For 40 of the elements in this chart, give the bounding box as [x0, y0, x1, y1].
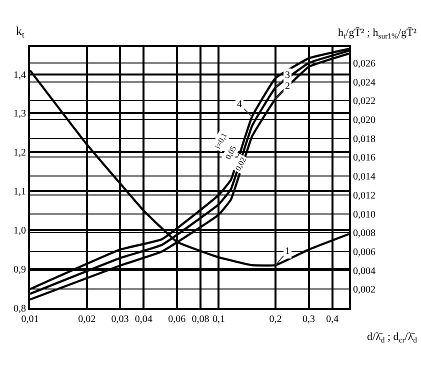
y-tick-label: 1,2: [14, 148, 26, 159]
y2-tick-label: 0,016: [353, 152, 376, 164]
y2-tick-label: 0,008: [353, 228, 376, 240]
y2-axis-title: h$_{t}$/gT̄² ; h$_{sur1%}$/gT̄²: [338, 27, 418, 40]
y-tick-label: 1,0: [14, 226, 26, 237]
x-tick-label: 0,3: [302, 314, 316, 325]
annotation: 0,05: [224, 144, 238, 161]
series-label: 4: [237, 99, 242, 110]
y2-tick-label: 0,020: [353, 115, 376, 126]
x-tick-label: 0,2: [269, 314, 282, 325]
y-tick-label: 1,3: [14, 108, 26, 120]
x-tick-label: 0,04: [134, 314, 152, 325]
series-label: 3: [285, 70, 290, 81]
y-tick-label: 0,8: [14, 304, 26, 314]
annotation: 0,02: [234, 156, 248, 172]
x-tick-label: 0,03: [111, 314, 129, 325]
y-tick-label: 0,9: [14, 264, 26, 276]
y2-tick-label: 0,012: [353, 190, 376, 202]
y-axis-title: k$_{t}$: [16, 24, 25, 40]
x-tick-label: 0,08: [192, 314, 210, 325]
y2-tick-label: 0,002: [353, 284, 376, 296]
y2-tick-label: 0,010: [353, 209, 376, 220]
y2-tick-label: 0,004: [353, 266, 376, 277]
y2-tick-label: 0,026: [353, 58, 376, 70]
annotation: i=0,1: [213, 131, 229, 150]
y-tick-label: 1,1: [14, 186, 26, 198]
y2-tick-label: 0,014: [353, 172, 376, 183]
y-tick-label: 1,4: [14, 70, 26, 81]
y2-tick-label: 0,006: [353, 246, 376, 258]
x-tick-label: 0,1: [212, 314, 225, 325]
series-label: 1: [285, 246, 290, 257]
y2-tick-label: 0,022: [353, 96, 376, 108]
y2-tick-label: 0,024: [353, 77, 376, 88]
x-tick-label: 0,01: [21, 314, 39, 325]
x-tick-label: 0,06: [168, 314, 186, 325]
series-label: 2: [285, 81, 290, 92]
x-tick-label: 0,4: [326, 314, 339, 325]
x-axis-title: d/λ̄$_{d}$ ; d$_{cr}$/λ̄$_{d}$: [367, 331, 418, 344]
x-tick-label: 0,02: [78, 314, 96, 325]
y2-tick-label: 0,018: [353, 134, 376, 145]
